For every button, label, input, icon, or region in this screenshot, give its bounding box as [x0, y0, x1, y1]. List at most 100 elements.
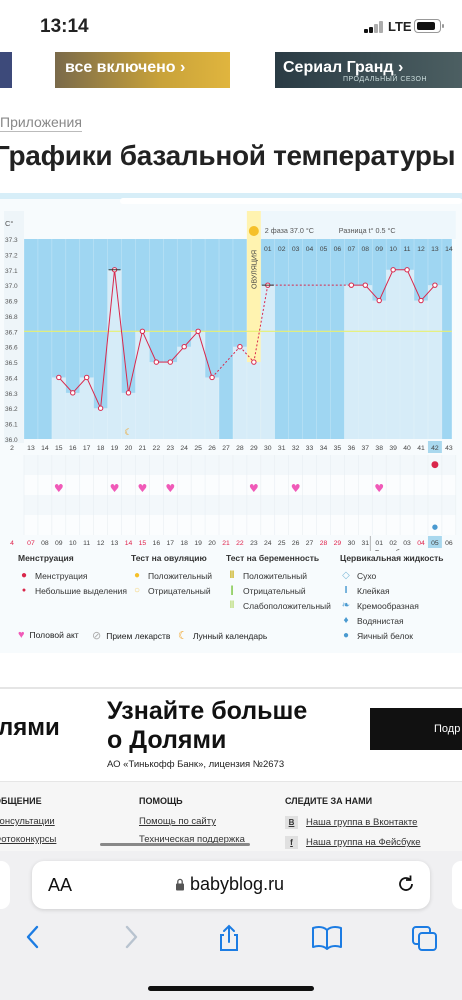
- dry-icon: ◇: [342, 570, 350, 581]
- negative-circle-icon: ○: [133, 585, 141, 596]
- footer-link[interactable]: Техническая поддержка: [139, 834, 245, 845]
- next-tab-card[interactable]: [452, 861, 462, 909]
- temp-column: [372, 300, 387, 439]
- share-icon[interactable]: [214, 924, 244, 954]
- legend-item: Отрицательный: [148, 585, 211, 596]
- legend-item: Яичный белок: [357, 630, 413, 641]
- phase-day-label: 03: [292, 246, 300, 253]
- temp-line-segment: [406, 269, 422, 301]
- temp-column: [135, 331, 150, 439]
- footer-col-help: ПОМОЩЬ Помощь по сайту Техническая подде…: [139, 796, 245, 852]
- reader-aa-button[interactable]: AA: [48, 875, 73, 895]
- footer-link-label: Наша группа на Фейсбуке: [306, 837, 421, 848]
- cycle-day-label: 31: [278, 445, 286, 452]
- temp-point: [125, 390, 132, 396]
- legend-title: Менструация: [18, 553, 74, 563]
- cycle-day-label: 35: [334, 445, 342, 452]
- moon-icon: ☾: [124, 428, 132, 438]
- footer-link-facebook[interactable]: f Наша группа на Фейсбуке: [285, 836, 421, 849]
- temp-point: [195, 328, 201, 335]
- facebook-icon: f: [285, 836, 298, 849]
- footer-link[interactable]: Помощь по сайту: [139, 816, 216, 827]
- temp-column: [205, 377, 220, 439]
- status-bar: 13:14 LTE: [0, 0, 462, 52]
- prev-tab-card[interactable]: [0, 861, 10, 909]
- temp-line-segment: [86, 377, 102, 409]
- temp-line-segment: [239, 346, 255, 363]
- menstruation-drop-icon: ●: [431, 460, 439, 470]
- date-label: 05: [431, 540, 439, 547]
- ad-title[interactable]: Узнайте больше о Долями: [107, 697, 307, 755]
- date-label: 20: [208, 540, 216, 547]
- bookmarks-icon[interactable]: [310, 924, 344, 952]
- address-bar[interactable]: AA babyblog.ru: [32, 861, 430, 909]
- y-tick-label: 36.7: [5, 329, 18, 336]
- temp-line-segment: [127, 331, 143, 393]
- temp-column: [386, 269, 401, 439]
- temp-column: [344, 285, 359, 439]
- temp-line-segment: [72, 377, 88, 394]
- legend-item: Менструация: [35, 570, 88, 581]
- cycle-day-label: 15: [55, 445, 63, 452]
- date-label: 04: [417, 540, 425, 547]
- temp-column: [191, 331, 206, 439]
- heart-icon: ♥: [137, 482, 147, 495]
- cycle-day-label: 30: [264, 445, 272, 452]
- footer-link-vk[interactable]: В Наша группа в Вконтакте: [285, 816, 421, 829]
- cycle-day-label: 28: [236, 445, 244, 452]
- legend-medicine: ⊘ Прием лекарств: [92, 629, 170, 642]
- forward-icon[interactable]: [120, 924, 142, 950]
- bbt-chart: 37.3 37.2 37.1 37.0 36.9 36.8 36.7 36.6 36.5 36.4…: [4, 211, 457, 551]
- signal-icon: [364, 21, 384, 33]
- phase-day-label: 08: [362, 246, 370, 253]
- legend-pregnancy-test: Тест на беременность ‖ Положительный | Отр…: [226, 553, 331, 613]
- date-label: 28: [320, 540, 328, 547]
- banner-series-grand[interactable]: Сериал Гранд › ПРОДАЛЬНЫЙ СЕЗОН: [275, 52, 462, 88]
- date-label: 08: [41, 540, 49, 547]
- ad-more-button[interactable]: Подр: [370, 708, 462, 750]
- temp-line-gap: [211, 346, 241, 378]
- event-row: [24, 515, 456, 535]
- phase-day-label: 12: [417, 246, 425, 253]
- temp-line-segment: [58, 377, 74, 394]
- home-indicator: [148, 986, 314, 991]
- cervical-fluid-icon: ●: [432, 523, 438, 531]
- date-label: 29: [334, 540, 342, 547]
- temp-column: [414, 300, 428, 439]
- temp-column: [246, 362, 261, 439]
- temp-line-segment: [169, 346, 185, 363]
- footer-link[interactable]: Фотоконкурсы: [0, 834, 57, 845]
- date-label: 02: [389, 540, 397, 547]
- back-icon[interactable]: [22, 924, 44, 950]
- date-label: 31: [362, 540, 370, 547]
- footer-link[interactable]: Консультации: [0, 816, 55, 827]
- breadcrumb[interactable]: Приложения: [0, 114, 82, 132]
- footer-col-follow: СЛЕДИТЕ ЗА НАМИ В Наша группа в Вконтакте…: [285, 796, 421, 856]
- temp-line-segment: [114, 269, 129, 393]
- legend-item: Половой акт: [29, 630, 79, 640]
- temp-point: [376, 297, 382, 304]
- date-label: 11: [83, 540, 90, 547]
- banner-left-partial[interactable]: [0, 52, 12, 88]
- temp-point: [390, 267, 396, 273]
- battery-icon: [414, 19, 444, 33]
- chart-scrollbar[interactable]: [120, 198, 462, 204]
- temp-column: [149, 362, 164, 439]
- cycle-day-label: 36: [348, 445, 356, 452]
- date-label: 01: [375, 540, 383, 547]
- date-label: 19: [194, 540, 202, 547]
- url-text[interactable]: babyblog.ru: [190, 874, 285, 894]
- pill-icon: ⊘: [92, 630, 102, 642]
- reload-icon[interactable]: [395, 873, 417, 895]
- banner-label: Сериал Гранд ›: [283, 59, 404, 76]
- lock-icon: [176, 878, 184, 891]
- tabs-icon[interactable]: [410, 924, 440, 954]
- watery-icon: ♦: [343, 615, 349, 626]
- banner-all-inclusive[interactable]: все включено ›: [55, 52, 230, 88]
- phase-day-label: 04: [306, 246, 314, 253]
- page-title: Графики базальной температуры: [0, 140, 456, 171]
- ad-title-line: о Долями: [107, 726, 227, 754]
- ad-partial-text[interactable]: лями: [0, 714, 60, 741]
- temp-point: [139, 328, 146, 335]
- creamy-icon: ❧: [341, 600, 351, 611]
